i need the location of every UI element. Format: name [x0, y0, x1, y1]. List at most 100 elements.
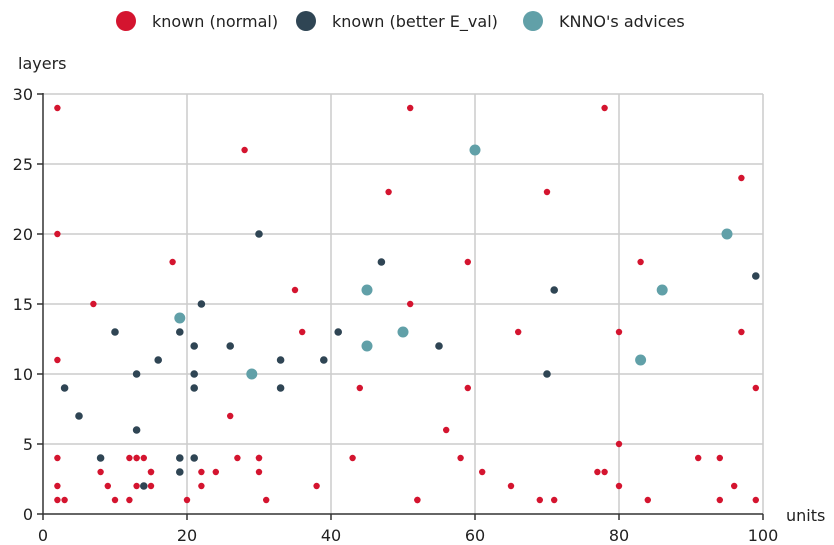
- data-point-2-22: [377, 258, 386, 266]
- data-point-1-11: [126, 496, 133, 504]
- data-point-2-24: [543, 370, 551, 378]
- x-tick-label: 20: [177, 526, 197, 545]
- data-point-1-60: [695, 454, 702, 462]
- x-tick-label: 40: [321, 526, 341, 545]
- data-point-1-8: [97, 468, 104, 476]
- data-point-2-9: [176, 454, 184, 462]
- data-point-1-37: [385, 188, 392, 196]
- data-point-2-21: [334, 328, 343, 336]
- data-point-1-61: [716, 454, 723, 462]
- data-point-3-7: [656, 284, 668, 296]
- data-point-1-52: [594, 468, 601, 476]
- legend-marker: [296, 11, 316, 31]
- data-point-3-8: [721, 228, 733, 240]
- data-point-2-25: [550, 286, 558, 294]
- data-point-1-64: [738, 174, 745, 182]
- data-point-1-7: [90, 300, 97, 308]
- legend-item-3[interactable]: KNNO's advices: [523, 11, 685, 31]
- data-point-2-16: [226, 342, 234, 350]
- data-point-1-14: [133, 454, 140, 462]
- data-point-2-11: [190, 342, 198, 350]
- data-point-1-27: [241, 146, 248, 154]
- data-point-2-8: [176, 328, 184, 336]
- data-point-3-5: [469, 144, 481, 156]
- data-point-1-49: [536, 496, 543, 504]
- legend-label: known (better E_val): [332, 12, 498, 32]
- grid-lines: [43, 93, 764, 514]
- y-tick-label: 30: [13, 85, 33, 104]
- data-point-3-1: [246, 368, 258, 380]
- data-point-1-34: [313, 482, 320, 490]
- data-point-1-45: [464, 384, 471, 392]
- data-point-2-3: [111, 328, 119, 336]
- data-point-1-0: [54, 104, 61, 112]
- data-points: [54, 104, 760, 504]
- data-point-2-1: [75, 412, 83, 420]
- data-point-1-4: [54, 482, 61, 490]
- data-point-1-63: [731, 482, 738, 490]
- legend: known (normal) known (better E_val) KNNO's…: [116, 11, 685, 32]
- data-point-1-62: [716, 496, 723, 504]
- legend-label: KNNO's advices: [559, 12, 685, 31]
- data-point-1-21: [183, 496, 191, 504]
- data-point-1-50: [543, 188, 551, 196]
- data-point-3-2: [361, 284, 373, 296]
- y-tick-label: 25: [13, 155, 33, 174]
- legend-item-1[interactable]: known (normal): [116, 11, 278, 31]
- data-point-1-39: [407, 300, 414, 308]
- data-point-1-25: [227, 412, 234, 420]
- legend-marker: [523, 11, 543, 31]
- data-point-2-4: [132, 370, 141, 378]
- data-point-1-36: [356, 384, 363, 392]
- data-point-1-59: [644, 496, 651, 504]
- data-point-1-51: [551, 496, 558, 504]
- x-tick-label: 100: [748, 526, 779, 545]
- data-point-1-31: [263, 496, 270, 504]
- x-axis-label: units: [786, 506, 825, 525]
- data-point-1-43: [457, 454, 464, 462]
- data-point-1-41: [414, 496, 421, 504]
- data-point-1-67: [752, 496, 759, 504]
- data-point-2-2: [96, 454, 105, 462]
- data-point-2-15: [197, 300, 206, 308]
- data-point-3-6: [635, 354, 647, 366]
- legend-marker: [116, 11, 136, 31]
- data-point-1-24: [212, 468, 219, 476]
- x-tick-label: 60: [465, 526, 485, 545]
- data-point-2-0: [60, 384, 69, 392]
- data-point-1-10: [111, 496, 119, 504]
- data-point-1-65: [738, 328, 745, 336]
- data-point-1-18: [147, 468, 155, 476]
- data-point-2-13: [190, 384, 198, 392]
- data-point-2-18: [276, 356, 285, 364]
- data-point-1-6: [61, 496, 68, 504]
- data-point-3-3: [361, 340, 373, 352]
- data-point-2-5: [132, 426, 141, 434]
- x-tick-label: 0: [38, 526, 48, 545]
- data-point-1-53: [601, 468, 608, 476]
- data-point-2-14: [190, 454, 198, 462]
- data-point-1-33: [299, 328, 306, 336]
- data-point-2-23: [435, 342, 443, 350]
- axes: layers units 0 20 40 60 80 100 0 5 10 15 20 25 30: [13, 54, 826, 545]
- data-point-1-46: [479, 468, 486, 476]
- y-tick-label: 0: [23, 505, 33, 524]
- data-point-2-7: [154, 356, 162, 364]
- data-point-2-20: [320, 356, 328, 364]
- data-point-1-26: [234, 454, 241, 462]
- data-point-1-5: [54, 496, 61, 504]
- data-point-2-6: [140, 482, 148, 490]
- data-point-1-42: [443, 426, 450, 434]
- legend-item-2[interactable]: known (better E_val): [296, 11, 498, 32]
- data-point-1-44: [464, 258, 471, 266]
- data-point-1-66: [752, 384, 759, 392]
- data-point-1-2: [54, 356, 61, 364]
- data-point-3-0: [174, 312, 186, 324]
- data-point-1-23: [198, 482, 205, 490]
- data-point-1-29: [255, 468, 263, 476]
- data-point-1-9: [104, 482, 112, 490]
- data-point-2-12: [190, 370, 198, 378]
- data-point-2-26: [752, 272, 760, 280]
- y-axis-label: layers: [18, 54, 66, 73]
